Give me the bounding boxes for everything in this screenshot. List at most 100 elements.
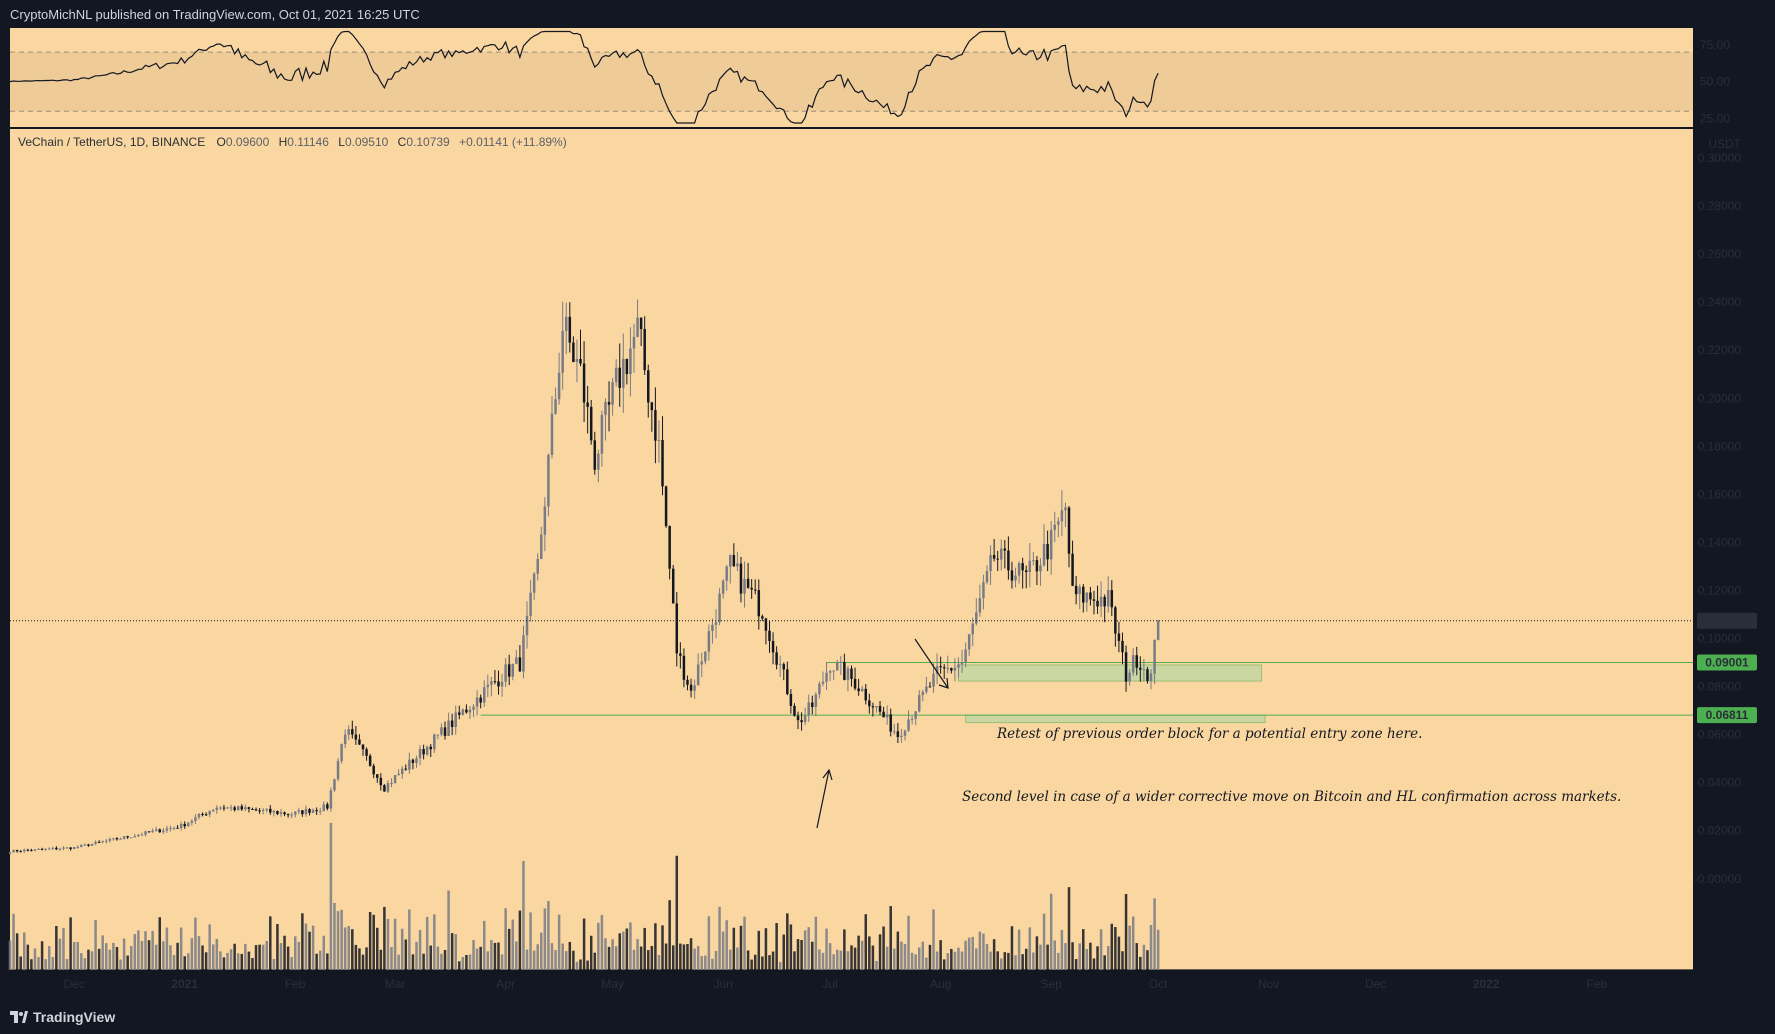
price-tick-label: 0.26000 [1698, 247, 1742, 261]
volume-bar [301, 913, 304, 970]
volume-bar [112, 942, 115, 970]
candle-body [593, 440, 597, 470]
volume-bar [589, 935, 593, 970]
legend-low: 0.09510 [345, 135, 389, 149]
trading-chart[interactable]: 75.00 50.00 25.00 0.30000 0.28000 0.26000 0.2… [0, 28, 1775, 1000]
volume-bar [1114, 927, 1117, 970]
candle-body [996, 558, 999, 560]
candle-body [636, 317, 639, 337]
volume-bar [682, 944, 686, 970]
candle-body [276, 810, 279, 815]
candle-body [290, 814, 293, 816]
candle-body [711, 624, 714, 632]
volume-bar [975, 948, 978, 970]
candle-body [532, 573, 536, 593]
volume-bar [935, 951, 939, 970]
volume-bar [743, 916, 746, 970]
candle-body [1003, 548, 1007, 551]
symbol-legend[interactable]: VeChain / TetherUS, 1D, BINANCE O0.09600… [18, 135, 567, 149]
chart-background [10, 28, 1693, 970]
candlestick-series [8, 299, 1160, 855]
volume-bar [97, 948, 101, 970]
level-price-label: 0.06811 [1706, 708, 1749, 722]
candle-body [475, 697, 479, 707]
volume-bar [119, 959, 122, 970]
rsi-tick-label: 25.00 [1700, 112, 1730, 126]
volume-bar [921, 941, 925, 970]
candle-body [1128, 672, 1131, 682]
volume-bar [422, 953, 425, 970]
volume-bar [179, 927, 183, 970]
volume-bar [58, 938, 62, 970]
volume-bar [1000, 958, 1003, 970]
volume-bar [917, 947, 921, 970]
candle-body [37, 848, 40, 850]
time-axis[interactable]: Dec 2021 Feb Mar Apr May Jun Jul Aug Sep Oct Nov Dec… [64, 977, 1608, 991]
candle-body [47, 848, 51, 850]
price-tick-label: 0.22000 [1698, 343, 1742, 357]
volume-bar [433, 914, 436, 970]
candle-body [133, 836, 137, 838]
candle-body [493, 681, 497, 683]
volume-bar [561, 943, 564, 970]
candle-body [992, 554, 996, 559]
candle-body [793, 705, 796, 716]
candle-body [839, 661, 843, 663]
candle-body [568, 316, 572, 343]
volume-bar [761, 956, 764, 970]
volume-bar [351, 929, 354, 970]
volume-bar [265, 940, 268, 970]
volume-bar [686, 944, 689, 970]
volume-bar [818, 949, 821, 970]
candle-body [80, 844, 83, 847]
candle-body [750, 587, 753, 590]
tradingview-logo-icon [10, 1011, 28, 1023]
time-tick-label: Jul [822, 977, 837, 991]
candle-body [12, 849, 15, 853]
volume-bar [229, 949, 233, 970]
candle-body [219, 807, 222, 809]
candle-body [871, 706, 875, 708]
volume-bar [154, 944, 158, 970]
volume-bar [372, 914, 375, 970]
volume-bar [269, 916, 272, 970]
volume-bar [604, 938, 607, 970]
candle-body [914, 711, 917, 719]
candle-body [126, 836, 129, 838]
volume-bar [1032, 952, 1035, 970]
candle-body [272, 810, 276, 813]
volume-bar [47, 946, 51, 970]
candle-body [811, 702, 814, 707]
candle-body [985, 571, 989, 583]
volume-bar [215, 938, 219, 970]
volume-bars [8, 822, 1160, 970]
volume-bar [1085, 949, 1089, 970]
annotation-second-level: Second level in case of a wider correcti… [962, 789, 1621, 805]
volume-bar [1117, 936, 1121, 970]
volume-bar [443, 950, 447, 970]
candle-body [422, 748, 425, 755]
time-tick-label: May [601, 977, 624, 991]
volume-bar [814, 916, 818, 970]
candle-body [383, 785, 386, 792]
price-tick-label: 0.02000 [1698, 824, 1742, 838]
candle-body [329, 790, 333, 809]
volume-bar [1153, 898, 1156, 970]
candle-body [647, 370, 650, 403]
candle-body [172, 827, 176, 829]
legend-high: 0.11146 [287, 135, 329, 149]
candle-body [450, 720, 454, 727]
candle-body [1117, 633, 1121, 641]
candle-body [778, 664, 782, 666]
candle-body [151, 830, 154, 833]
price-axis[interactable]: 0.30000 0.28000 0.26000 0.24000 0.22000 0.200… [1694, 151, 1742, 886]
candle-body [800, 720, 803, 723]
time-tick-label: 2022 [1473, 977, 1500, 991]
candle-body [1014, 575, 1017, 581]
candle-body [671, 568, 675, 604]
candle-body [582, 363, 586, 403]
volume-bar [240, 953, 244, 970]
volume-bar [465, 955, 468, 970]
volume-bar [12, 913, 15, 970]
volume-bar [318, 950, 322, 970]
